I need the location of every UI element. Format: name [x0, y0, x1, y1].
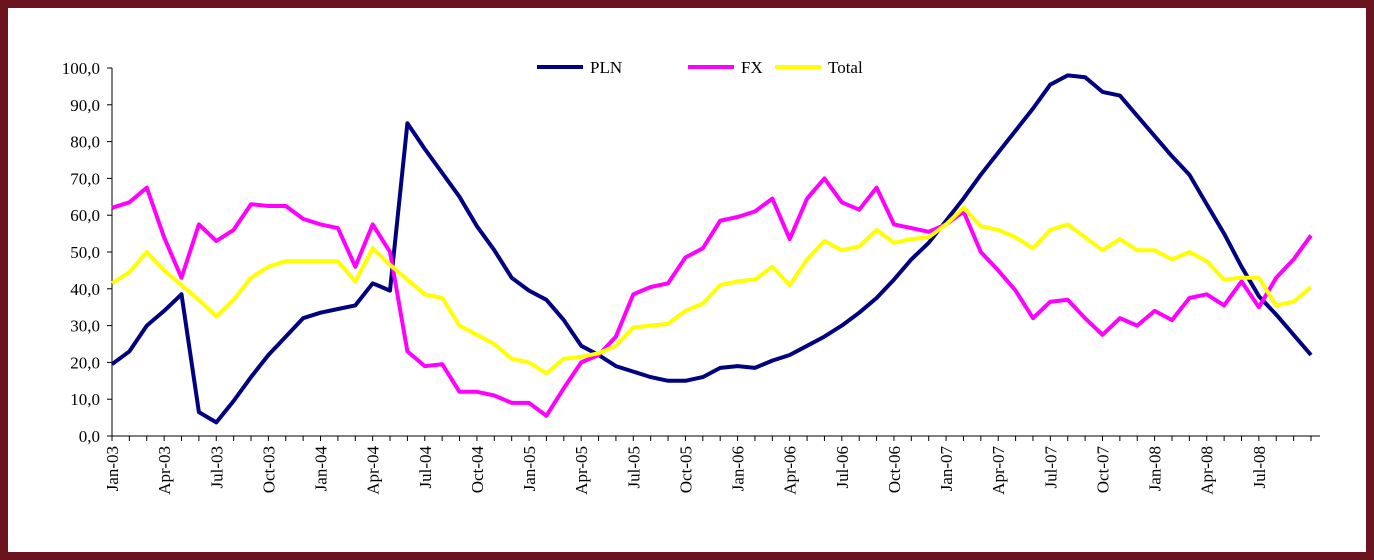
- x-tick-label: Apr-03: [155, 446, 174, 495]
- legend-label: PLN: [590, 58, 622, 77]
- x-tick-label: Jan-08: [1146, 446, 1165, 491]
- y-tick-label: 30,0: [70, 317, 100, 336]
- x-tick-label: Jul-07: [1041, 446, 1060, 489]
- y-tick-label: 90,0: [70, 96, 100, 115]
- line-series: [111, 176, 1313, 418]
- y-tick-label: 50,0: [70, 243, 100, 262]
- x-tick-label: Jul-03: [207, 446, 226, 489]
- x-tick-label: Jan-07: [937, 446, 956, 492]
- x-tick-label: Jan-04: [312, 446, 331, 492]
- x-tick-label: Apr-06: [781, 446, 800, 495]
- x-tick-label: Jan-05: [520, 446, 539, 491]
- y-tick-label: 10,0: [70, 390, 100, 409]
- y-tick-label: 100,0: [62, 59, 100, 78]
- x-tick-label: Jul-04: [416, 446, 435, 489]
- x-tick-label: Apr-04: [364, 446, 383, 495]
- x-tick-label: Jul-05: [624, 446, 643, 489]
- line-series: [110, 73, 1313, 425]
- y-tick-label: 60,0: [70, 206, 100, 225]
- x-tick-label: Apr-08: [1198, 446, 1217, 495]
- y-tick-label: 20,0: [70, 353, 100, 372]
- line-series: [110, 205, 1313, 376]
- x-tick-label: Oct-04: [468, 446, 487, 494]
- x-tick-label: Apr-07: [989, 446, 1008, 495]
- x-tick-label: Oct-05: [676, 446, 695, 493]
- legend-label: FX: [741, 58, 763, 77]
- y-tick-label: 40,0: [70, 280, 100, 299]
- x-tick-label: Jul-08: [1250, 446, 1269, 489]
- legend-label: Total: [828, 58, 863, 77]
- x-tick-label: Oct-06: [885, 446, 904, 493]
- y-tick-label: 80,0: [70, 133, 100, 152]
- x-tick-label: Jan-03: [103, 446, 122, 491]
- x-tick-label: Jul-06: [833, 446, 852, 489]
- x-tick-label: Jan-06: [729, 446, 748, 491]
- y-tick-label: 0,0: [79, 427, 100, 446]
- y-tick-label: 70,0: [70, 169, 100, 188]
- x-tick-label: Apr-05: [572, 446, 591, 495]
- x-tick-label: Oct-03: [259, 446, 278, 493]
- x-tick-label: Oct-07: [1093, 446, 1112, 494]
